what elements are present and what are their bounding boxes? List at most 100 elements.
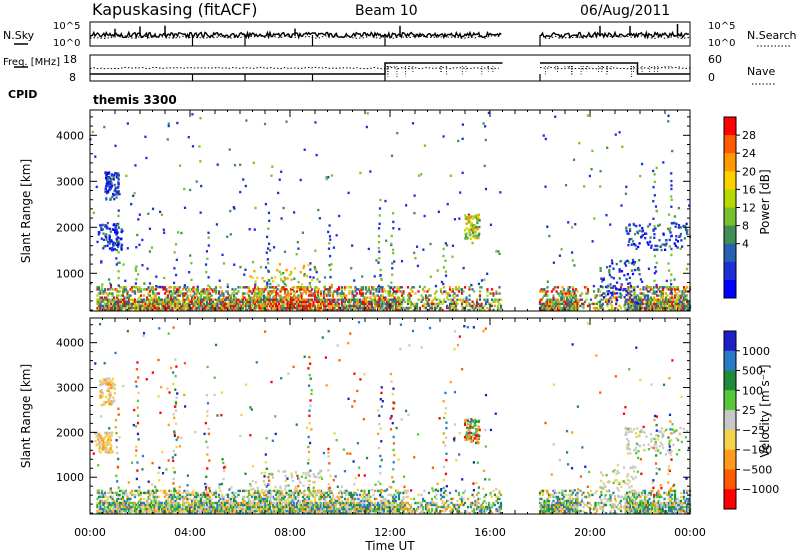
range-gate-cell xyxy=(163,298,167,301)
scatter-cell xyxy=(398,227,401,231)
range-gate-cell xyxy=(366,306,369,310)
range-gate-cell xyxy=(490,288,494,291)
range-gate-cell xyxy=(163,288,167,291)
range-gate-cell xyxy=(298,300,302,304)
streak-cell xyxy=(268,290,271,293)
range-gate-cell xyxy=(309,302,312,306)
range-gate-cell xyxy=(381,290,384,293)
range-gate-cell xyxy=(109,306,113,310)
range-gate-cell xyxy=(307,511,311,515)
range-gate-cell xyxy=(96,294,99,297)
range-gate-cell xyxy=(486,288,489,291)
range-gate-cell xyxy=(670,288,674,291)
range-gate-cell xyxy=(319,495,323,499)
range-gate-cell xyxy=(300,308,303,312)
scatter-cell xyxy=(242,178,245,181)
range-gate-cell xyxy=(255,495,258,499)
scatter-cell xyxy=(390,154,394,158)
range-gate-cell xyxy=(393,308,396,312)
range-gate-cell xyxy=(139,497,143,501)
range-gate-cell xyxy=(627,308,630,312)
range-gate-cell xyxy=(277,294,281,297)
range-gate-cell xyxy=(217,503,221,507)
range-gate-cell xyxy=(241,511,245,515)
range-gate-cell xyxy=(562,308,566,312)
cluster-cell xyxy=(310,278,314,282)
cluster-cell xyxy=(618,288,621,291)
range-gate-cell xyxy=(183,300,186,304)
cluster-cell xyxy=(616,292,619,295)
range-gate-cell xyxy=(282,507,285,511)
range-gate-cell xyxy=(172,290,176,293)
range-gate-cell xyxy=(340,493,344,497)
range-gate-cell xyxy=(568,292,572,295)
cluster-cell xyxy=(284,296,287,299)
range-gate-cell xyxy=(231,495,234,499)
range-gate-cell xyxy=(667,306,671,310)
range-gate-cell xyxy=(436,304,440,308)
range-gate-cell xyxy=(558,292,561,295)
range-gate-cell xyxy=(237,298,240,301)
range-gate-cell xyxy=(345,294,348,297)
range-gate-cell xyxy=(181,509,185,513)
cluster-cell xyxy=(266,295,269,299)
range-gate-cell xyxy=(312,511,315,515)
range-gate-cell xyxy=(567,300,570,304)
range-gate-cell xyxy=(553,306,557,310)
cluster-cell xyxy=(105,191,109,195)
streak-cell xyxy=(207,290,210,293)
range-gate-cell xyxy=(322,511,326,515)
scatter-cell xyxy=(449,174,452,177)
range-gate-cell xyxy=(225,493,228,497)
range-gate-cell xyxy=(259,505,263,509)
range-gate-cell xyxy=(396,304,399,308)
range-gate-cell xyxy=(199,511,203,515)
range-gate-cell xyxy=(480,308,483,312)
range-gate-cell xyxy=(567,286,570,289)
range-gate-cell xyxy=(361,298,365,301)
scatter-cell xyxy=(599,185,602,188)
range-gate-cell xyxy=(408,306,411,310)
range-gate-cell xyxy=(594,306,597,310)
range-gate-cell xyxy=(619,286,623,289)
range-gate-cell xyxy=(460,304,464,308)
range-gate-cell xyxy=(246,489,249,493)
range-gate-cell xyxy=(682,304,686,308)
range-gate-cell xyxy=(126,507,129,511)
range-gate-cell xyxy=(241,497,245,501)
scatter-cell xyxy=(323,285,327,289)
range-gate-cell xyxy=(624,308,627,312)
range-gate-cell xyxy=(405,306,408,310)
range-gate-cell xyxy=(661,302,665,306)
range-gate-cell xyxy=(111,509,114,513)
cluster-cell xyxy=(623,274,626,277)
range-gate-cell xyxy=(364,300,368,304)
range-gate-cell xyxy=(201,507,204,511)
range-gate-cell xyxy=(108,509,111,513)
range-gate-cell xyxy=(214,306,218,310)
range-gate-cell xyxy=(138,505,141,509)
range-gate-cell xyxy=(672,286,675,289)
cluster-cell xyxy=(271,291,274,294)
range-gate-cell xyxy=(270,302,273,306)
streak-cell xyxy=(265,251,268,254)
range-gate-cell xyxy=(670,306,674,310)
range-gate-cell xyxy=(600,298,603,301)
range-gate-cell xyxy=(120,507,123,511)
range-gate-cell xyxy=(216,509,219,513)
range-gate-cell xyxy=(468,302,471,306)
range-gate-cell xyxy=(121,298,125,301)
streak-cell xyxy=(391,273,394,276)
range-gate-cell xyxy=(228,509,231,513)
range-gate-cell xyxy=(189,493,192,497)
range-gate-cell xyxy=(541,302,545,306)
range-gate-cell xyxy=(160,306,164,310)
range-gate-cell xyxy=(111,298,114,301)
frequency-panel-frame xyxy=(89,54,691,82)
range-gate-cell xyxy=(196,507,200,511)
range-gate-cell xyxy=(195,503,198,507)
scatter-cell xyxy=(605,213,608,217)
range-gate-cell xyxy=(274,300,278,304)
range-gate-cell xyxy=(105,495,108,499)
cluster-cell xyxy=(109,197,112,200)
